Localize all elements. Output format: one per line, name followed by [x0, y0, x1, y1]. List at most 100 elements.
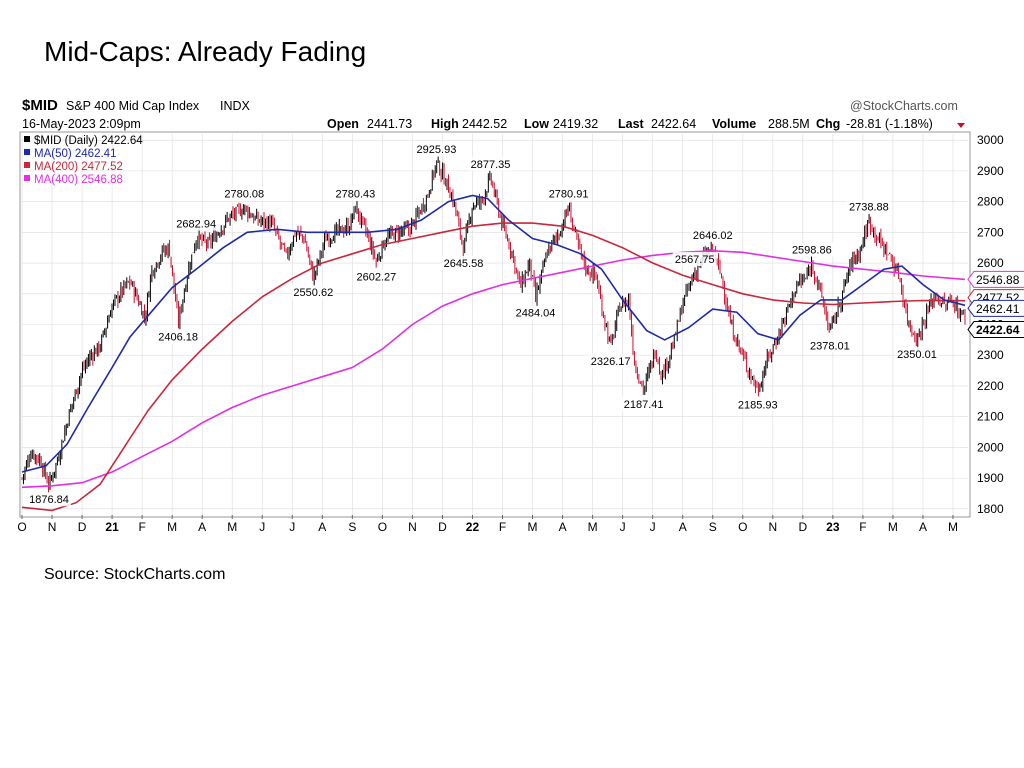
chg-label: Chg — [816, 117, 840, 131]
price-annotation: 2378.01 — [810, 340, 850, 352]
annotation-bg — [588, 354, 633, 369]
chart-exchange: INDX — [220, 99, 251, 113]
y-tick-label: 2300 — [977, 348, 1004, 362]
legend-item: $MID (Daily) 2422.64 — [34, 135, 143, 147]
ma400-line — [21, 249, 966, 489]
price-annotation: 2682.94 — [176, 219, 216, 231]
annotation-bg — [513, 305, 558, 320]
ma50-line — [21, 194, 966, 473]
annotation-bg — [735, 397, 780, 412]
annotation-bg — [27, 492, 72, 507]
annotation-bg — [291, 285, 336, 300]
x-tick-label: D — [798, 520, 807, 534]
x-tick-label: J — [289, 520, 295, 534]
price-annotation: 2350.01 — [897, 349, 937, 361]
right-tag-box — [967, 299, 1024, 317]
x-tick-label: N — [408, 520, 417, 534]
right-tag-label: 2422.64 — [976, 323, 1020, 337]
price-annotation: 2646.02 — [693, 230, 733, 242]
x-tick-label: D — [78, 520, 87, 534]
annotation-bg — [441, 256, 486, 271]
legend-item: MA(400) 2546.88 — [34, 174, 123, 186]
price-annotation: 2738.88 — [849, 201, 889, 213]
annotation-bg — [807, 338, 852, 353]
price-annotation: 2925.93 — [417, 144, 457, 156]
annotation-bg — [174, 216, 219, 231]
y-tick-label: 3000 — [977, 133, 1004, 147]
x-tick-label: A — [919, 520, 927, 534]
open-value: 2441.73 — [367, 117, 412, 131]
annotation-bg — [468, 156, 513, 171]
annotation-bg — [690, 227, 735, 242]
y-tick-label: 2600 — [977, 256, 1004, 270]
chart-date: 16-May-2023 2:09pm — [22, 117, 141, 131]
annotation-bg — [156, 329, 201, 344]
x-tick-label: O — [738, 520, 747, 534]
low-value: 2419.32 — [553, 117, 598, 131]
y-tick-label: 2700 — [977, 225, 1004, 239]
price-annotation: 2598.86 — [792, 244, 832, 256]
volume-value: 288.5M — [768, 117, 810, 131]
x-tick-label: N — [768, 520, 777, 534]
x-tick-label: N — [48, 520, 57, 534]
annotation-bg — [333, 186, 378, 201]
x-tick-label: M — [227, 520, 237, 534]
price-annotation: 2602.27 — [356, 271, 396, 283]
x-tick-label: M — [888, 520, 898, 534]
price-annotation: 2406.18 — [158, 332, 198, 344]
x-tick-label: J — [259, 520, 265, 534]
legend-item: MA(200) 2477.52 — [34, 161, 123, 173]
price-annotation: 1876.84 — [29, 494, 69, 506]
source-note: Source: StockCharts.com — [44, 566, 226, 583]
x-tick-label: S — [348, 520, 356, 534]
high-label: High — [431, 117, 459, 131]
volume-label: Volume — [712, 117, 756, 131]
price-annotation: 2185.93 — [738, 399, 778, 411]
grid — [21, 134, 968, 515]
price-annotation: 2780.91 — [549, 188, 589, 200]
x-tick-label: D — [438, 520, 447, 534]
price-annotations: 1876.84 2406.18 2682.94 2780.08 2550.62 2780.… — [27, 141, 939, 507]
price-annotation: 2877.35 — [471, 159, 511, 171]
chg-value: -28.81 (-1.18%) — [846, 117, 933, 131]
slide-title: Mid-Caps: Already Fading — [44, 36, 367, 67]
annotation-bg — [621, 396, 666, 411]
chart-index-name: S&P 400 Mid Cap Index — [66, 99, 200, 113]
price-annotation: 2187.41 — [624, 399, 664, 411]
y-tick-label: 2100 — [977, 410, 1004, 424]
x-tick-label: M — [588, 520, 598, 534]
x-tick-label: 22 — [466, 520, 480, 534]
legend-swatch — [24, 162, 30, 168]
price-annotation: 2645.58 — [444, 258, 484, 270]
right-tag-box — [967, 321, 1024, 339]
x-tick-label: M — [528, 520, 538, 534]
annotation-bg — [894, 346, 939, 361]
price-annotation: 2484.04 — [516, 308, 556, 320]
last-value: 2422.64 — [651, 117, 696, 131]
right-tag-label: 2546.88 — [976, 273, 1020, 287]
annotation-bg — [414, 141, 459, 156]
annotation-bg — [672, 251, 717, 266]
price-annotation: 2780.43 — [335, 189, 375, 201]
ma200-line — [21, 222, 966, 512]
annotation-bg — [846, 199, 891, 214]
price-annotation: 2780.08 — [224, 189, 264, 201]
price-annotation: 2326.17 — [591, 356, 631, 368]
x-axis: O N D 21 F M A M J J A S O N D 22 F M A M J J A S O N D 23 F M A M — [17, 515, 958, 534]
price-annotation: 2567.75 — [675, 254, 715, 266]
x-tick-label: F — [499, 520, 506, 534]
annotation-bg — [789, 242, 834, 257]
stock-chart: $MID S&P 400 Mid Cap Index INDX @StockCh… — [17, 97, 1024, 534]
x-tick-label: M — [948, 520, 958, 534]
low-label: Low — [524, 117, 549, 131]
x-tick-label: 23 — [826, 520, 840, 534]
y-tick-label: 2800 — [977, 195, 1004, 209]
right-tag-label: 2462.41 — [976, 302, 1020, 316]
legend-item: MA(50) 2462.41 — [34, 148, 116, 160]
x-tick-label: F — [859, 520, 866, 534]
legend-swatch — [24, 149, 30, 155]
right-tag-box — [967, 270, 1024, 288]
x-tick-label: A — [679, 520, 687, 534]
